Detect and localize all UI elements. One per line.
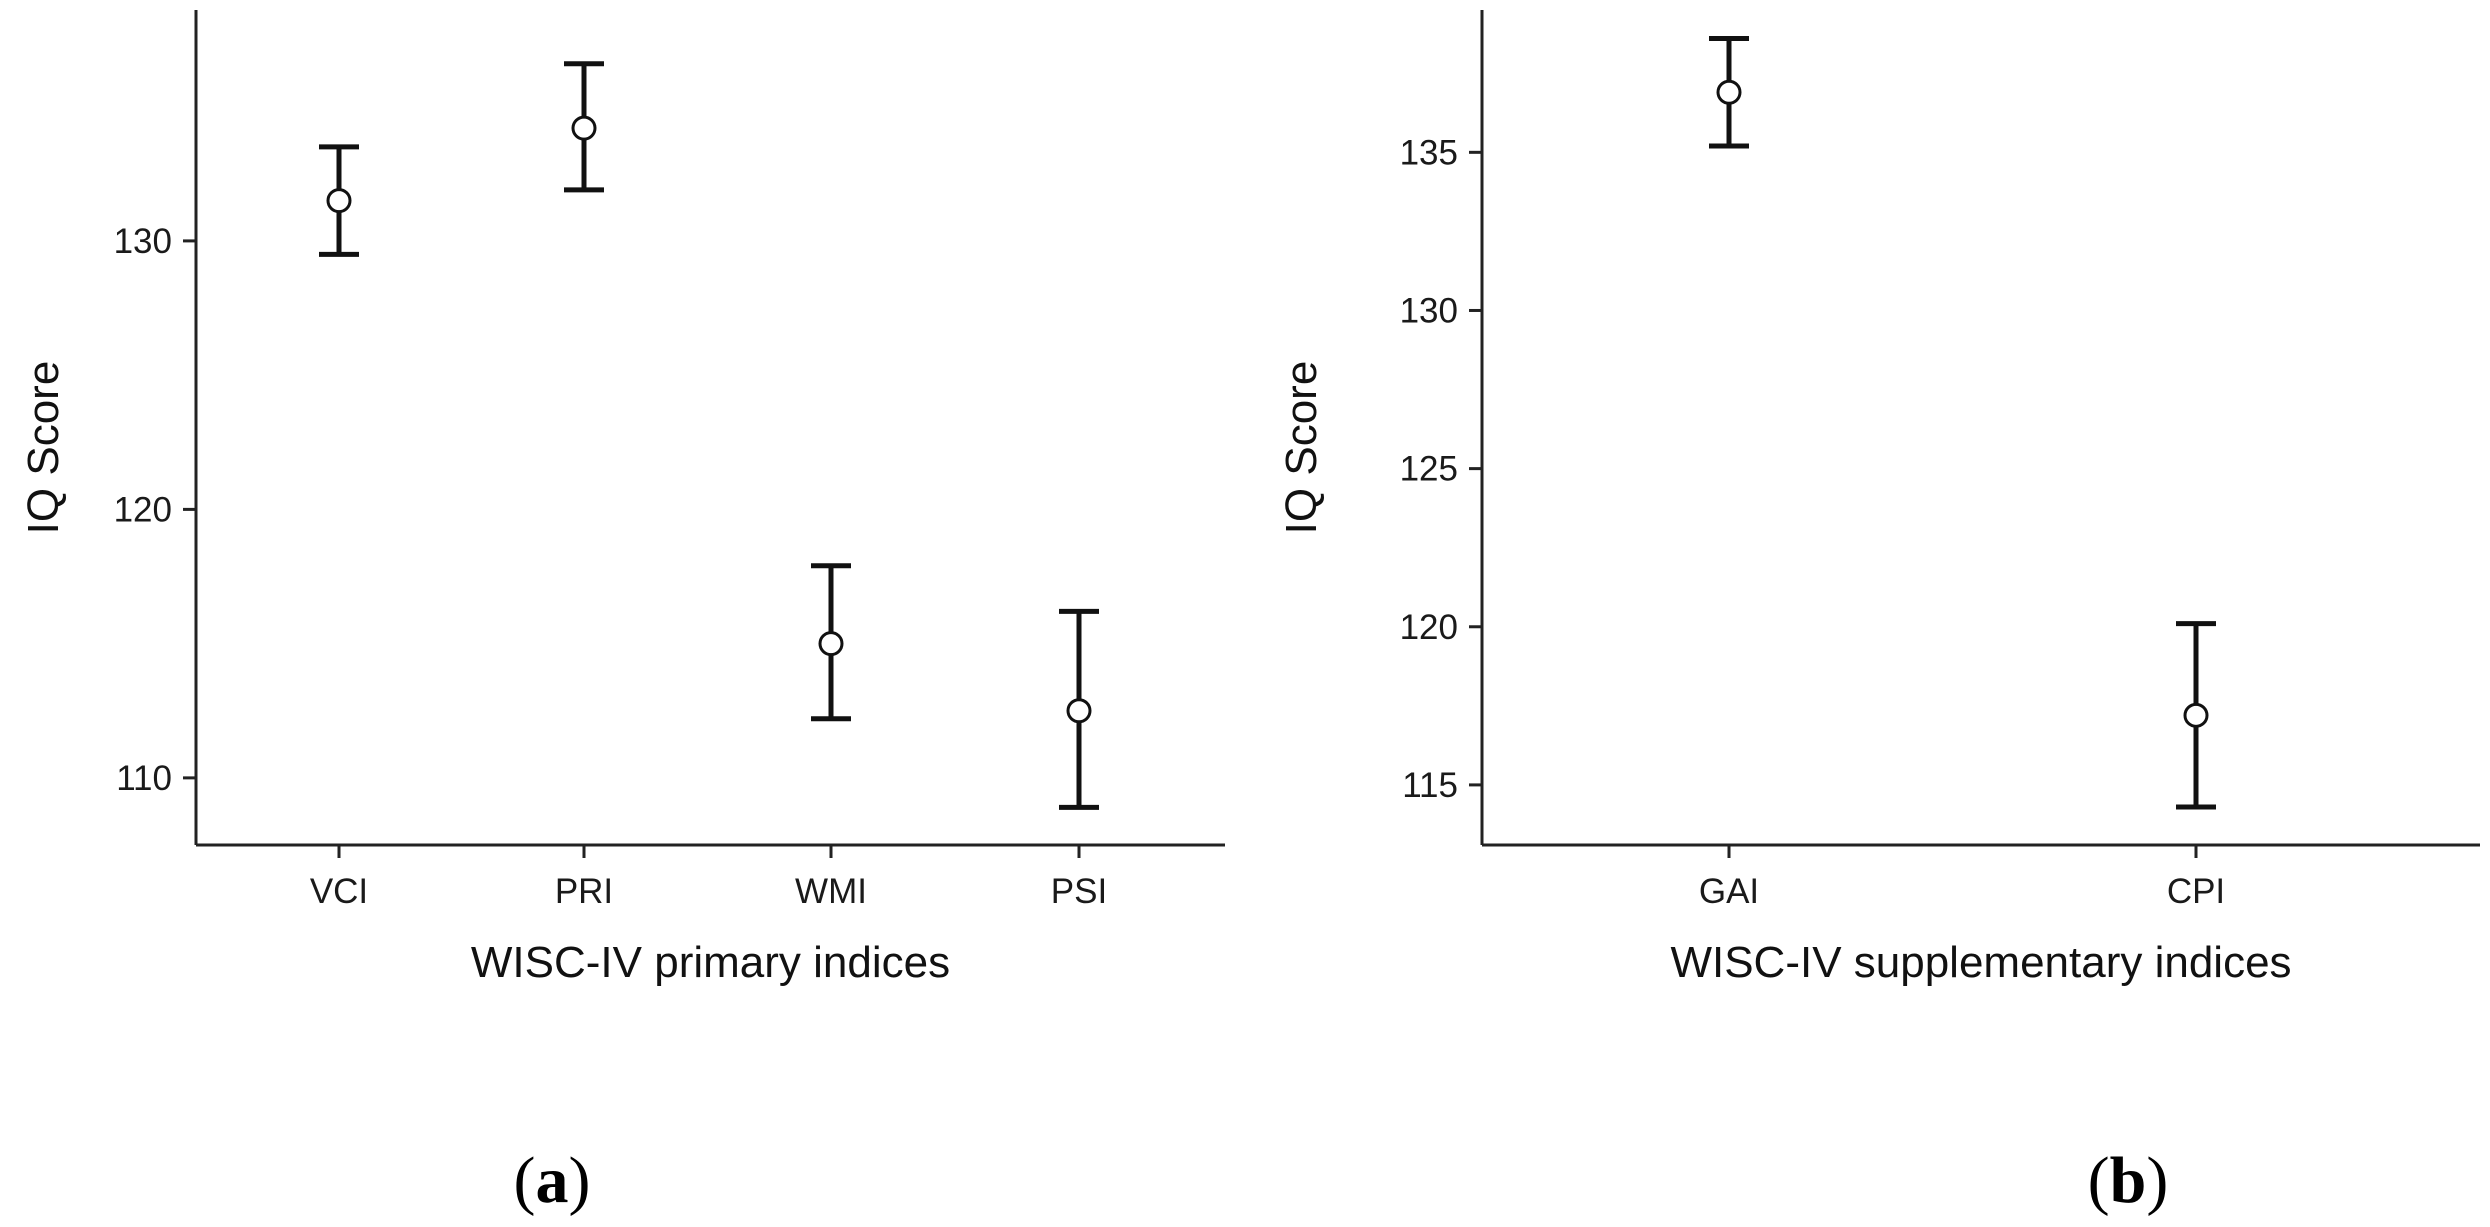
data-point-psi — [1066, 698, 1092, 724]
y-tick-label: 130 — [1400, 291, 1458, 330]
y-tick-label: 120 — [1400, 608, 1458, 647]
y-tick-label: 110 — [116, 759, 172, 798]
y-axis-title: IQ Score — [19, 361, 68, 535]
x-tick-label-psi: PSI — [1051, 872, 1107, 911]
data-point-vci — [326, 188, 352, 214]
x-tick-label-cpi: CPI — [2167, 872, 2225, 911]
y-tick-label: 120 — [114, 490, 172, 529]
y-tick-label: 135 — [1400, 133, 1458, 172]
panel-b-label: (b) — [2088, 1144, 2169, 1217]
y-tick-label: 125 — [1400, 450, 1458, 489]
y-tick-label: 115 — [1402, 766, 1458, 805]
x-tick-label-gai: GAI — [1699, 872, 1759, 911]
x-tick-label-pri: PRI — [555, 872, 613, 911]
panel-a-chart: 110 120 130 VCI PRI WMI PSI WISC-IV primary ind… — [19, 10, 1225, 987]
data-point-pri — [571, 115, 597, 141]
y-tick-label: 130 — [114, 222, 172, 261]
panel-a-label: (a) — [514, 1144, 591, 1217]
data-point-wmi — [818, 631, 844, 657]
x-axis-title: WISC-IV primary indices — [471, 938, 950, 987]
x-tick-label-vci: VCI — [310, 872, 368, 911]
panel-b-chart: 115 120 125 130 135 GAI CPI WISC-IV supplementa… — [1277, 10, 2480, 987]
data-point-gai — [1716, 79, 1742, 105]
y-axis-title: IQ Score — [1277, 361, 1326, 535]
data-point-cpi — [2183, 702, 2209, 728]
x-axis-title: WISC-IV supplementary indices — [1670, 938, 2291, 987]
x-tick-label-wmi: WMI — [795, 872, 867, 911]
